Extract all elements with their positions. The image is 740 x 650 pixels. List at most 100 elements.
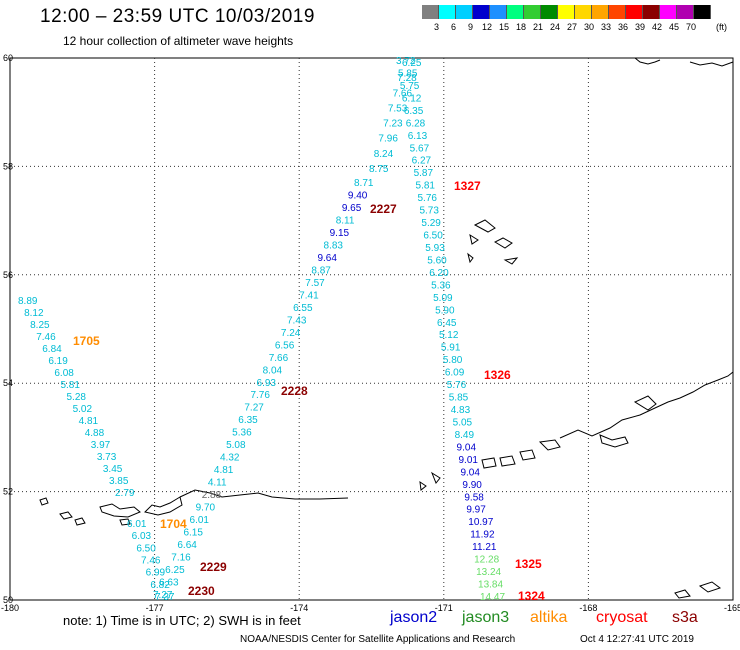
swh-value: 6.50 — [136, 543, 156, 554]
legend-label: 12 — [482, 22, 493, 32]
swh-value: 5.93 — [425, 243, 445, 254]
swh-value: 6.63 — [159, 578, 179, 589]
legend-label: 21 — [533, 22, 544, 32]
swh-value: 8.24 — [374, 149, 394, 160]
swh-value: 10.97 — [468, 517, 493, 528]
swh-value: 5.12 — [439, 330, 459, 341]
swh-value: 5.90 — [435, 305, 455, 316]
swh-value: 5.75 — [400, 81, 420, 92]
legend-tick-labels: 3 6 9 12 15 18 21 24 27 30 33 36 39 42 45 70 — [422, 22, 740, 34]
time-label-2230: 2230 — [188, 584, 215, 598]
legend-label: 42 — [652, 22, 663, 32]
swh-value: 5.76 — [447, 380, 467, 391]
swh-value: 5.02 — [73, 404, 93, 415]
time-label-1325: 1325 — [515, 557, 542, 571]
satellite-legend-jason2: jason2 — [390, 609, 438, 626]
swh-value: 5.87 — [414, 168, 434, 179]
swh-value: 5.08 — [226, 440, 246, 451]
swh-value: 7.27 — [244, 403, 264, 414]
swh-value: 6.82 — [150, 580, 170, 591]
swh-value: 5.81 — [60, 380, 80, 391]
swh-value: 7.16 — [171, 553, 191, 564]
lat-label: 60 — [3, 53, 13, 63]
swh-value: 6.99 — [146, 568, 166, 579]
legend-swatch — [694, 5, 711, 19]
swh-value: 9.04 — [457, 442, 477, 453]
swh-value: 8.04 — [263, 365, 283, 376]
swh-value: 8.12 — [24, 308, 44, 319]
swh-value: 8.71 — [354, 178, 374, 189]
legend-label: 6 — [451, 22, 457, 32]
swh-value: 7.46 — [141, 556, 161, 567]
legend-swatch — [660, 5, 677, 19]
satellite-legend-altika: altika — [530, 609, 568, 626]
legend-unit: (ft) — [716, 22, 727, 32]
swh-value: 8.49 — [455, 430, 475, 441]
swh-value: 5.09 — [433, 293, 453, 304]
legend-swatch — [524, 5, 541, 19]
swh-value: 6.01 — [127, 519, 147, 530]
lat-label: 50 — [3, 595, 13, 605]
lat-label: 52 — [3, 487, 13, 497]
wave-height-observations: 8.898.128.257.466.846.196.085.815.285.02… — [18, 56, 505, 603]
satellite-legend-cryosat: cryosat — [596, 609, 648, 626]
swh-value: 6.13 — [408, 131, 428, 142]
satellite-legend-s3a: s3a — [672, 609, 698, 626]
time-label-1704: 1704 — [160, 517, 187, 531]
swh-value: 7.41 — [299, 290, 319, 301]
swh-value: 7.37 — [155, 592, 175, 603]
legend-label: 18 — [516, 22, 527, 32]
legend-label: 15 — [499, 22, 510, 32]
legend-swatch — [575, 5, 592, 19]
swh-value: 5.76 — [417, 193, 437, 204]
swh-value: 5.85 — [449, 393, 469, 404]
coastline-segment — [599, 434, 629, 448]
swh-value: 6.84 — [42, 344, 62, 355]
coastline-segment — [39, 497, 49, 506]
legend-swatch — [473, 5, 490, 19]
legend-swatch — [558, 5, 575, 19]
legend-swatch — [422, 5, 439, 19]
coastline-segment — [74, 517, 86, 526]
legend-label: 33 — [601, 22, 612, 32]
coastline-segment — [419, 480, 427, 491]
swh-value: 5.85 — [398, 68, 418, 79]
swh-value: 6.64 — [177, 540, 197, 551]
time-label-1324: 1324 — [518, 589, 545, 603]
swh-value: 6.28 — [406, 118, 426, 129]
legend-label: 3 — [434, 22, 440, 32]
swh-value: 6.56 — [275, 340, 295, 351]
swh-value: 7.76 — [250, 390, 270, 401]
swh-value: 4.32 — [220, 453, 240, 464]
swh-value: 9.58 — [464, 492, 484, 503]
swh-value: 6.20 — [429, 268, 449, 279]
swh-value: 5.91 — [441, 343, 461, 354]
swh-value: 13.84 — [478, 580, 503, 591]
swh-value: 5.05 — [453, 417, 473, 428]
swh-value: 9.90 — [462, 480, 482, 491]
coastline-segment — [698, 581, 722, 593]
legend-swatch — [490, 5, 507, 19]
swh-value: 9.04 — [460, 467, 480, 478]
coastline-segment — [473, 219, 496, 233]
legend-label: 24 — [550, 22, 561, 32]
footer-note: note: 1) Time is in UTC; 2) SWH is in fe… — [63, 613, 301, 628]
swh-value: 6.55 — [293, 303, 313, 314]
pass-time-labels: 1327 2227 1705 1326 2228 1704 2229 1325 2230 1324 — [73, 179, 545, 603]
coastline — [39, 57, 734, 599]
legend-swatch — [677, 5, 694, 19]
time-label-1326: 1326 — [484, 368, 511, 382]
legend-label: 27 — [567, 22, 578, 32]
swh-value: 4.88 — [85, 428, 105, 439]
swh-value: 7.24 — [281, 328, 301, 339]
coastline-segment — [689, 61, 734, 67]
page-title: 12:00 – 23:59 UTC 10/03/2019 — [40, 6, 315, 27]
coastline-segment — [430, 471, 441, 484]
swh-value: 5.60 — [427, 255, 447, 266]
swh-value: 7.66 — [269, 353, 289, 364]
axis-labels: -180 -177 -174 -171 -168 -165 60 58 56 54 52 50 — [1, 53, 740, 613]
swh-value: 11.92 — [470, 530, 495, 541]
lon-label: -171 — [435, 603, 453, 613]
legend-label: 36 — [618, 22, 629, 32]
coastline-segment — [144, 496, 183, 516]
